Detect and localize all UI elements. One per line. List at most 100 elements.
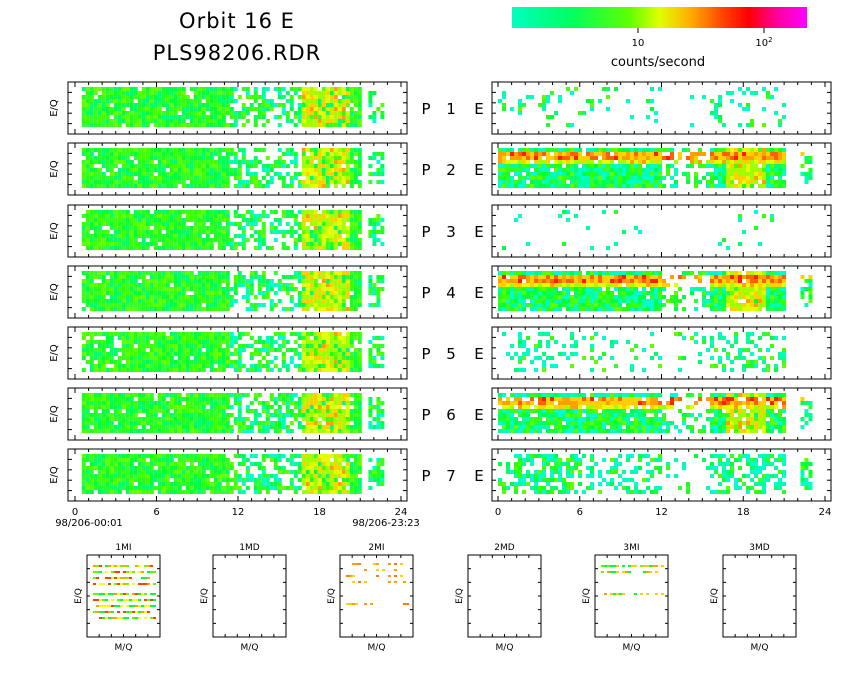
heatmap-cell [205, 332, 210, 336]
heatmap-cell [133, 107, 138, 111]
heatmap-cell [237, 271, 242, 275]
heatmap-cell [750, 160, 754, 164]
heatmap-cell [694, 152, 698, 156]
heatmap-cell [321, 172, 326, 176]
heatmap-cell [145, 210, 150, 214]
heatmap-cell [125, 291, 130, 295]
heatmap-cell [213, 283, 218, 287]
heatmap-cell [750, 168, 754, 172]
heatmap-cell [181, 242, 186, 246]
heatmap-cell [770, 275, 774, 279]
heatmap-cell [734, 176, 738, 180]
heatmap-cell [718, 168, 722, 172]
heatmap-cell [117, 356, 122, 360]
heatmap-cell [85, 123, 90, 127]
heatmap-cell [293, 164, 298, 168]
heatmap-cell [650, 180, 654, 184]
heatmap-cell [510, 275, 514, 279]
heatmap-cell [734, 307, 738, 311]
heatmap-cell [101, 184, 106, 188]
heatmap-cell [349, 107, 354, 111]
heatmap-cell [265, 279, 270, 283]
heatmap-cell [694, 184, 698, 188]
heatmap-cell [333, 107, 338, 111]
heatmap-cell [630, 184, 634, 188]
heatmap-cell [97, 180, 102, 184]
heatmap-cell [281, 103, 286, 107]
heatmap-cell [117, 107, 122, 111]
heatmap-cell [293, 246, 298, 250]
heatmap-cell [157, 279, 162, 283]
heatmap-cell [546, 156, 550, 160]
heatmap-cell [808, 295, 813, 299]
heatmap-cell [558, 184, 562, 188]
heatmap-cell [325, 111, 330, 115]
heatmap-cell [185, 295, 190, 299]
heatmap-cell [141, 152, 146, 156]
heatmap-cell [285, 230, 290, 234]
heatmap-cell [770, 303, 774, 307]
heatmap-cell [141, 156, 146, 160]
heatmap-cell [233, 156, 238, 160]
heatmap-cell [670, 275, 674, 279]
heatmap-cell [157, 148, 162, 152]
heatmap-cell [165, 234, 170, 238]
heatmap-cell [193, 156, 198, 160]
heatmap-cell [650, 184, 654, 188]
heatmap-cell [137, 307, 142, 311]
heatmap-cell [169, 91, 174, 95]
heatmap-cell [261, 271, 266, 275]
heatmap-cell [201, 238, 206, 242]
heatmap-cell [209, 287, 214, 291]
heatmap-cell [333, 160, 338, 164]
heatmap-cell [245, 295, 250, 299]
heatmap-cell [193, 123, 198, 127]
heatmap-cell [654, 295, 658, 299]
heatmap-cell [738, 307, 742, 311]
heatmap-cell [93, 242, 98, 246]
heatmap-cell [137, 246, 142, 250]
heatmap-cell [149, 303, 154, 307]
heatmap-cell [85, 234, 90, 238]
heatmap-cell [153, 238, 158, 242]
heatmap-cell [506, 287, 510, 291]
heatmap-cell [762, 87, 766, 91]
heatmap-cell [125, 307, 130, 311]
heatmap-cell [341, 275, 346, 279]
heatmap-cell [305, 164, 310, 168]
heatmap-cell [590, 156, 594, 160]
heatmap-cell [213, 123, 218, 127]
heatmap-cell [646, 115, 650, 119]
heatmap-cell [778, 283, 782, 287]
heatmap-cell [710, 164, 714, 168]
heatmap-cell [349, 148, 354, 152]
heatmap-cell [602, 87, 606, 91]
heatmap-cell [337, 99, 342, 103]
heatmap-cell [526, 172, 530, 176]
heatmap-cell [129, 295, 134, 299]
heatmap-cell [353, 307, 358, 311]
heatmap-cell [141, 148, 146, 152]
heatmap-cell [349, 115, 354, 119]
heatmap-cell [209, 295, 214, 299]
heatmap-cell [546, 152, 550, 156]
heatmap-cell [177, 364, 182, 368]
heatmap-cell [117, 307, 122, 311]
heatmap-cell [317, 180, 322, 184]
heatmap-cell [534, 180, 538, 184]
heatmap-cell [117, 291, 122, 295]
heatmap-cell [682, 148, 686, 152]
heatmap-cell [714, 307, 718, 311]
heatmap-cell [169, 356, 174, 360]
colorbar-tick-exp: 2 [768, 36, 772, 44]
heatmap-cell [646, 303, 650, 307]
heatmap-cell [309, 210, 314, 214]
heatmap-cell [173, 360, 178, 364]
heatmap-cell [189, 111, 194, 115]
heatmap-cell [372, 119, 377, 123]
heatmap-cell [113, 210, 118, 214]
heatmap-cell [694, 287, 698, 291]
heatmap-cell [173, 103, 178, 107]
heatmap-cell [722, 180, 726, 184]
heatmap-cell [357, 303, 362, 307]
